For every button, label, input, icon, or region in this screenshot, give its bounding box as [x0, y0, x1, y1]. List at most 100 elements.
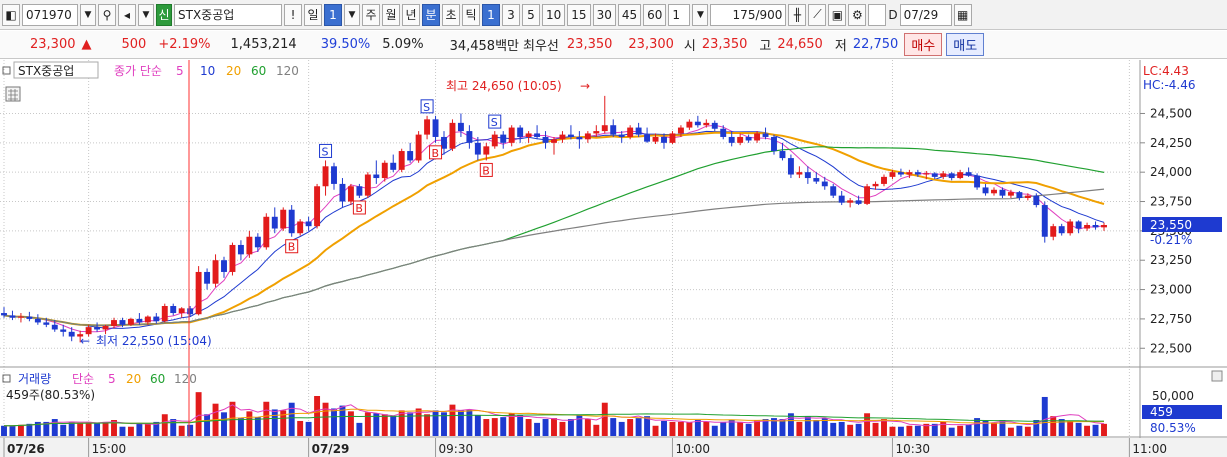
buy-signal-label: B: [355, 202, 363, 215]
save-icon[interactable]: ▣: [828, 3, 847, 26]
volume-bar: [221, 412, 227, 436]
volume-panel-menu-icon[interactable]: [1211, 370, 1223, 382]
open-price: 23,350: [701, 37, 748, 52]
candle-body: [221, 260, 227, 272]
data-count-total: /900: [755, 7, 783, 22]
interval-button-60[interactable]: 60: [643, 3, 667, 26]
gear-icon[interactable]: ⚙: [848, 3, 867, 26]
calendar-icon[interactable]: ▦: [953, 3, 972, 26]
interval-button-15[interactable]: 15: [567, 3, 591, 26]
candle-body: [331, 166, 337, 184]
turnover-percent: 39.50%: [320, 37, 371, 52]
period-year-button[interactable]: 년: [402, 3, 420, 26]
period-number-field[interactable]: 1: [324, 3, 342, 26]
data-count-field[interactable]: 175/900: [710, 3, 787, 26]
interval-button-1[interactable]: 1: [482, 3, 500, 26]
volume-bar: [1075, 422, 1082, 436]
alert-button[interactable]: !: [284, 3, 302, 26]
code-input[interactable]: 071970: [22, 3, 78, 26]
candle-body: [754, 133, 761, 141]
change-percent: +2.19%: [158, 37, 211, 52]
candle-body: [398, 151, 405, 170]
period-minute-button[interactable]: 분: [422, 3, 440, 26]
volume-bar: [551, 418, 557, 436]
volume-bar: [441, 412, 447, 436]
candle-body: [627, 127, 634, 137]
interval-dropdown-icon[interactable]: ▼: [692, 3, 709, 26]
candle-body: [720, 128, 727, 137]
volume-bar: [669, 421, 676, 436]
candle-body: [347, 186, 354, 202]
sell-signal-label: S: [423, 101, 430, 114]
period-dropdown-icon[interactable]: ▼: [344, 3, 360, 26]
d-checkbox[interactable]: [868, 3, 887, 26]
chart-canvas[interactable]: S S S B B B B 최고 24,650 (10:05) → ← 최저 22,550 …: [0, 60, 1227, 457]
interval-button-10[interactable]: 10: [542, 3, 566, 26]
period-day-button[interactable]: 일: [304, 3, 322, 26]
candle-body: [77, 334, 84, 337]
legend-checkbox[interactable]: [2, 66, 11, 75]
code-dropdown-icon[interactable]: ▼: [80, 3, 96, 26]
best-ask: 23,350: [566, 37, 613, 52]
sound-dropdown-icon[interactable]: ▼: [138, 3, 154, 26]
sound-icon[interactable]: ◂: [118, 3, 136, 26]
volume-bar: [237, 418, 244, 436]
sell-signal-marker: [488, 114, 502, 129]
candle-body: [449, 122, 456, 149]
interval-button-30[interactable]: 30: [592, 3, 616, 26]
price-tick-label: 23,250: [1150, 253, 1192, 267]
volume-bar: [51, 419, 58, 436]
table-toggle-icon[interactable]: [5, 86, 21, 102]
volume-bar: [864, 413, 871, 436]
volume-bar: [178, 425, 185, 436]
candle-body: [119, 320, 126, 325]
candle-body: [576, 136, 583, 140]
current-change-label: -0.21%: [1150, 233, 1192, 247]
candle-body: [305, 221, 312, 227]
volume-bar: [525, 419, 532, 436]
interval-button-3[interactable]: 3: [502, 3, 520, 26]
volume-bar: [246, 411, 253, 436]
volume-bar: [68, 421, 75, 436]
interval-button-5[interactable]: 5: [522, 3, 540, 26]
candle-body: [246, 236, 253, 255]
candle-type-icon[interactable]: ╫: [788, 3, 807, 26]
price-axis-labels: LC:4.43 HC:-4.46 23,550 -0.21%: [1142, 64, 1222, 247]
volume-bar: [457, 410, 464, 436]
legend-ma-20: 20: [226, 64, 241, 78]
buy-button[interactable]: 매수: [904, 33, 943, 56]
candle-body: [669, 133, 676, 143]
candle-body: [1092, 225, 1099, 228]
candle-body: [542, 136, 549, 143]
period-week-button[interactable]: 주: [362, 3, 380, 26]
sell-button[interactable]: 매도: [946, 33, 985, 56]
volume-legend-checkbox[interactable]: [2, 374, 11, 383]
period-tick-button[interactable]: 틱: [462, 3, 480, 26]
table-grid-icon: [8, 89, 18, 101]
date-field[interactable]: 07/29: [899, 3, 952, 26]
vol-ma5-line: [4, 404, 1105, 427]
sell-signal-label: S: [491, 116, 498, 129]
volume-bar: [847, 424, 854, 436]
candle-body: [559, 134, 566, 140]
volume-bars: [1, 392, 1107, 436]
legend-sub: 종가 단순: [114, 64, 162, 78]
period-month-button[interactable]: 월: [382, 3, 400, 26]
indicator-icon[interactable]: ⟋: [808, 3, 827, 26]
candle-body: [601, 125, 608, 132]
search-icon[interactable]: ⚲: [98, 3, 116, 26]
period-second-button[interactable]: 초: [442, 3, 460, 26]
candle-body: [1075, 221, 1082, 229]
time-tick-label: 07/26: [7, 442, 45, 456]
candle-body: [314, 186, 321, 227]
layout-icon[interactable]: ◧: [2, 3, 20, 26]
volume-axis: 50,000 459 80.53%: [1142, 370, 1223, 435]
sell-signal-marker: [319, 143, 333, 158]
stock-name-field[interactable]: STX중공업: [174, 3, 282, 26]
volume-legend-title: 거래량: [18, 372, 51, 386]
high-label: 고: [759, 39, 772, 54]
volume-bar: [517, 415, 524, 436]
interval-button-45[interactable]: 45: [617, 3, 642, 26]
candle-body: [525, 133, 532, 137]
interval-select[interactable]: 1: [668, 3, 691, 26]
